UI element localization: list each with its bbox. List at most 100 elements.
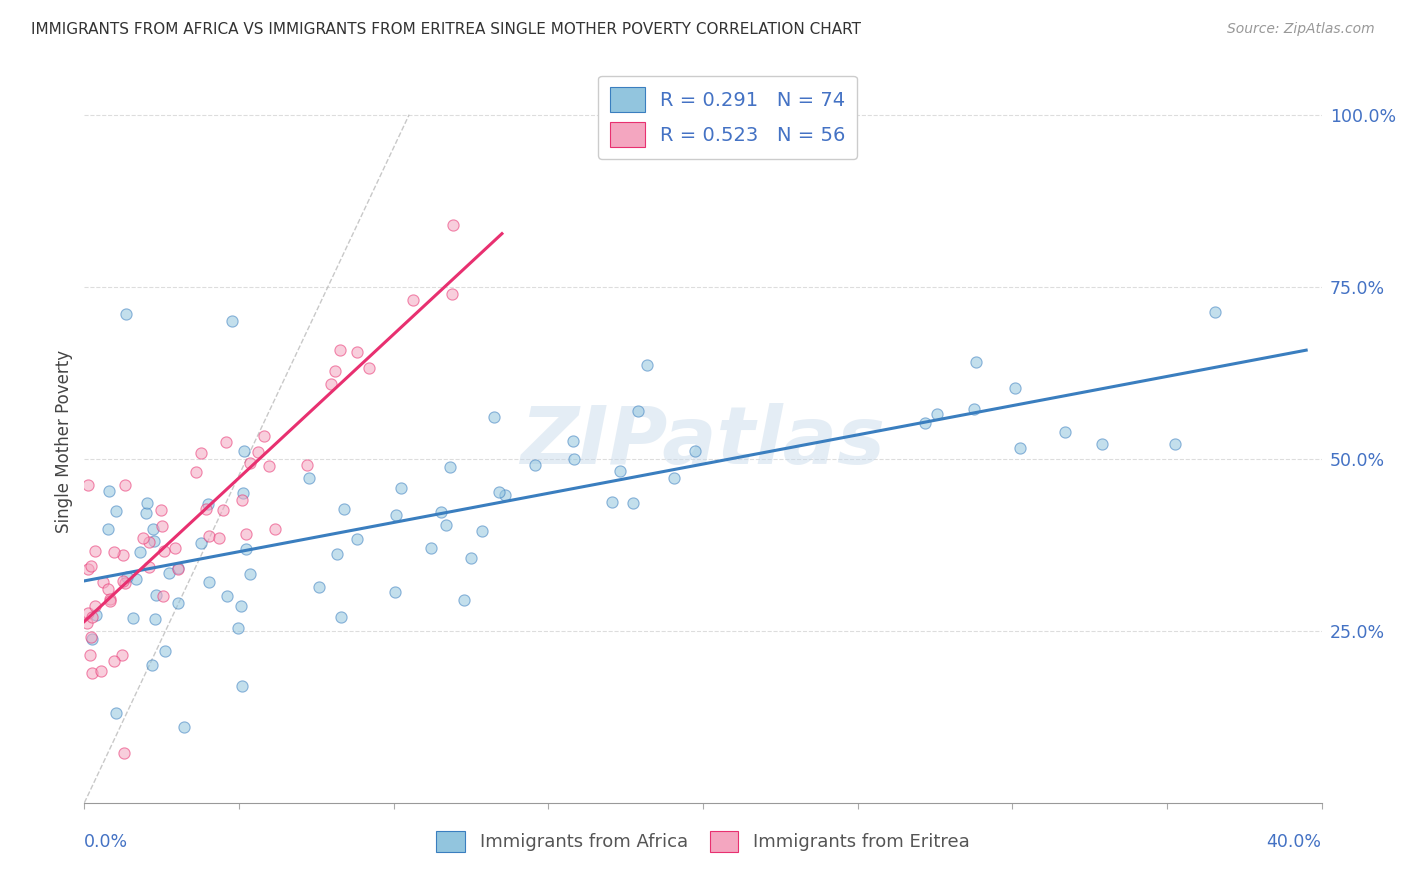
Point xyxy=(1091,437,1114,451)
Point xyxy=(195,501,218,516)
Point xyxy=(484,410,506,425)
Point xyxy=(90,664,112,678)
Point xyxy=(263,522,285,536)
Point xyxy=(77,478,100,492)
Point xyxy=(430,505,453,519)
Point xyxy=(125,572,148,586)
Point xyxy=(135,506,157,520)
Point xyxy=(439,459,461,474)
Point xyxy=(235,542,257,557)
Point xyxy=(329,343,352,357)
Point xyxy=(136,496,159,510)
Point xyxy=(253,429,276,443)
Point xyxy=(165,541,187,555)
Point xyxy=(142,523,165,537)
Point xyxy=(215,435,238,450)
Point xyxy=(330,610,353,624)
Point xyxy=(239,566,262,581)
Point xyxy=(229,599,252,613)
Point xyxy=(235,527,257,541)
Point xyxy=(84,544,107,558)
Point xyxy=(326,547,349,561)
Point xyxy=(167,596,190,610)
Legend: Immigrants from Africa, Immigrants from Eritrea: Immigrants from Africa, Immigrants from … xyxy=(429,823,977,859)
Point xyxy=(77,606,100,620)
Point xyxy=(308,580,330,594)
Point xyxy=(914,417,936,431)
Point xyxy=(232,443,254,458)
Point xyxy=(226,621,249,635)
Point xyxy=(105,504,128,518)
Point xyxy=(453,593,475,607)
Point xyxy=(80,559,103,574)
Point xyxy=(145,588,167,602)
Point xyxy=(103,545,125,559)
Point xyxy=(114,575,136,590)
Point xyxy=(621,495,644,509)
Point xyxy=(155,644,177,658)
Point xyxy=(325,364,347,378)
Point xyxy=(562,434,585,448)
Point xyxy=(662,471,685,485)
Point xyxy=(97,522,120,536)
Point xyxy=(600,494,623,508)
Point xyxy=(167,561,190,575)
Point xyxy=(524,458,547,472)
Point xyxy=(1004,381,1026,395)
Point xyxy=(239,456,262,470)
Point xyxy=(80,665,103,680)
Point xyxy=(1204,305,1226,319)
Point xyxy=(420,541,443,555)
Point xyxy=(927,407,949,421)
Point xyxy=(231,679,253,693)
Point xyxy=(1164,436,1187,450)
Point xyxy=(110,648,132,662)
Point xyxy=(86,608,108,623)
Point xyxy=(143,534,166,549)
Text: 40.0%: 40.0% xyxy=(1267,833,1322,851)
Point xyxy=(76,615,98,630)
Point xyxy=(197,496,219,510)
Point xyxy=(298,471,321,485)
Point xyxy=(83,599,105,613)
Point xyxy=(82,609,104,624)
Point xyxy=(157,566,180,580)
Point xyxy=(129,545,152,559)
Point xyxy=(112,548,135,562)
Point xyxy=(103,654,125,668)
Point xyxy=(93,575,115,590)
Point xyxy=(1008,442,1031,456)
Point xyxy=(385,508,408,522)
Y-axis label: Single Mother Poverty: Single Mother Poverty xyxy=(55,350,73,533)
Point xyxy=(114,478,136,492)
Point xyxy=(208,531,231,545)
Point xyxy=(184,465,207,479)
Point xyxy=(138,535,160,549)
Point xyxy=(384,585,406,599)
Point xyxy=(389,481,412,495)
Point xyxy=(333,502,356,516)
Point xyxy=(105,706,128,721)
Text: 0.0%: 0.0% xyxy=(84,833,128,851)
Point xyxy=(636,358,658,372)
Point xyxy=(212,503,235,517)
Text: ZIPatlas: ZIPatlas xyxy=(520,402,886,481)
Point xyxy=(112,746,135,760)
Point xyxy=(346,532,368,546)
Point xyxy=(198,575,221,590)
Point xyxy=(149,503,172,517)
Point xyxy=(319,376,342,391)
Point xyxy=(190,536,212,550)
Point xyxy=(79,648,101,662)
Point xyxy=(357,361,380,376)
Point xyxy=(609,464,631,478)
Point xyxy=(98,591,121,606)
Point xyxy=(138,560,160,574)
Point xyxy=(231,493,253,508)
Point xyxy=(434,517,457,532)
Point xyxy=(141,658,163,673)
Point xyxy=(97,582,120,597)
Point xyxy=(685,444,707,458)
Point xyxy=(150,519,173,533)
Point xyxy=(153,544,176,558)
